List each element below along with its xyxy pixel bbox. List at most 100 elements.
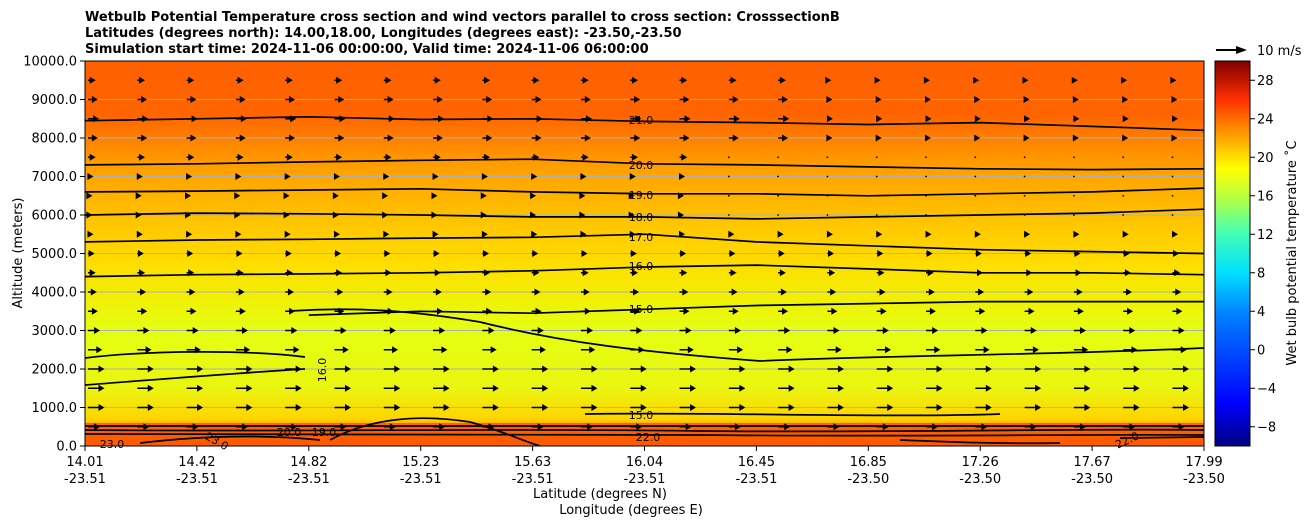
wind-vector-head <box>1035 404 1042 411</box>
wind-vector-head <box>985 365 992 373</box>
wind-vector <box>727 214 730 216</box>
contour-line-lower <box>85 433 1204 437</box>
wind-vector-head <box>887 384 894 392</box>
wind-vector-head <box>925 230 932 238</box>
wind-vector-head <box>141 134 148 142</box>
wind-vector-head <box>833 327 840 334</box>
wind-vector <box>1171 194 1174 197</box>
contour-line-lower <box>329 417 541 446</box>
wind-vector-head <box>94 423 101 431</box>
wind-vector-head <box>535 307 542 315</box>
wind-vector-head <box>141 96 148 103</box>
wind-vector <box>1122 214 1125 216</box>
wind-vector-head <box>441 346 448 354</box>
wind-vector-head <box>486 134 493 142</box>
x-tick-label-lat: 16.04 <box>626 455 663 470</box>
wind-vector-head <box>640 384 647 392</box>
wind-vector-head <box>680 250 687 257</box>
wind-vector-head <box>382 211 389 219</box>
wind-vector <box>974 156 977 159</box>
colorbar-tick-label: 4 <box>1257 305 1265 320</box>
contour-line-lower <box>899 439 1061 445</box>
wind-vector <box>1073 175 1075 178</box>
y-tick-label: 8000.0 <box>32 132 78 147</box>
wind-vector-head <box>286 269 293 277</box>
contour-label: 22.0 <box>636 431 661 444</box>
contour-line-lower <box>139 435 321 444</box>
wind-vector-head <box>184 211 191 219</box>
wind-vector-head <box>1182 365 1189 373</box>
wind-vector-head <box>542 365 549 373</box>
wind-vector-head <box>928 288 935 296</box>
wind-vector-head <box>924 134 931 142</box>
wind-vector-head <box>537 423 544 431</box>
wind-vector-head <box>192 423 199 431</box>
wind-vector-head <box>188 269 195 277</box>
contour-lines <box>85 115 1204 446</box>
wind-vector <box>974 175 977 178</box>
wind-vector <box>875 175 878 178</box>
wind-vector-head <box>685 423 692 431</box>
colorbar-label: Wet bulb potential temperature ˚C <box>1284 140 1300 365</box>
x-tick-label-lat: 16.45 <box>738 455 775 470</box>
wind-vector-head <box>488 327 495 334</box>
contour-label: 16.0 <box>629 260 654 273</box>
wind-vector-head <box>924 96 931 103</box>
y-tick-label: 5000.0 <box>32 247 78 262</box>
wind-vector-head <box>191 115 198 123</box>
wind-vector-head <box>138 76 145 84</box>
wind-vector-head <box>480 192 487 200</box>
wind-vector-head <box>629 173 636 180</box>
wind-vector-head <box>977 269 984 277</box>
wind-vector-head <box>533 269 540 277</box>
wind-vector <box>1122 194 1125 197</box>
y-tick-label: 9000.0 <box>32 93 78 108</box>
wind-vector-head <box>246 365 253 373</box>
wind-vector-head <box>733 115 740 123</box>
wind-vector-head <box>1129 423 1136 431</box>
wind-vector-head <box>434 76 441 84</box>
wind-vector <box>777 175 780 178</box>
wind-vector <box>777 156 780 159</box>
contour-label: 19.0 <box>312 426 337 439</box>
contour-line-lower <box>289 308 1204 362</box>
wind-vector-head <box>443 365 450 373</box>
wind-vector-head <box>389 327 396 334</box>
contour-label: 20.0 <box>629 159 654 172</box>
contour-line-21 <box>85 115 1204 132</box>
wind-vector-head <box>1176 307 1183 315</box>
wind-vector-head <box>342 346 349 354</box>
colorbar-tick-label: −4 <box>1257 382 1276 397</box>
wind-vector-head <box>394 365 401 373</box>
wind-vector-head <box>579 192 586 200</box>
wind-vector-head <box>826 134 833 142</box>
wind-vector-head <box>136 230 143 238</box>
wind-vector-head <box>779 76 786 84</box>
wind-vector-head <box>340 327 347 334</box>
wind-vector-head <box>826 96 833 103</box>
y-tick-label: 4000.0 <box>32 286 78 301</box>
wind-vector-head <box>143 423 150 431</box>
wind-vector-head <box>140 288 147 296</box>
wind-vector-head <box>344 365 351 373</box>
wind-vector-head <box>492 365 499 373</box>
wind-vector-head <box>235 230 242 238</box>
wind-vector-head <box>432 173 439 180</box>
wind-vector-head <box>782 307 789 315</box>
wind-vector-head <box>439 423 446 431</box>
wind-vector-head <box>1077 307 1084 315</box>
wind-vector-head <box>1074 250 1081 257</box>
wind-vector-head <box>591 365 598 373</box>
wind-vector-head <box>289 134 296 142</box>
wind-vector-head <box>739 384 746 392</box>
wind-vector-head <box>979 307 986 315</box>
wind-vector-head <box>779 269 786 277</box>
wind-vector-head <box>284 173 291 180</box>
contour-line-20 <box>85 158 1204 171</box>
wind-vector-head <box>383 230 390 238</box>
wind-vector-head <box>975 250 982 257</box>
wind-vector-head <box>1178 423 1185 431</box>
wind-vector-head <box>887 365 894 373</box>
wind-vector <box>826 175 829 178</box>
wind-vector-head <box>690 384 697 392</box>
